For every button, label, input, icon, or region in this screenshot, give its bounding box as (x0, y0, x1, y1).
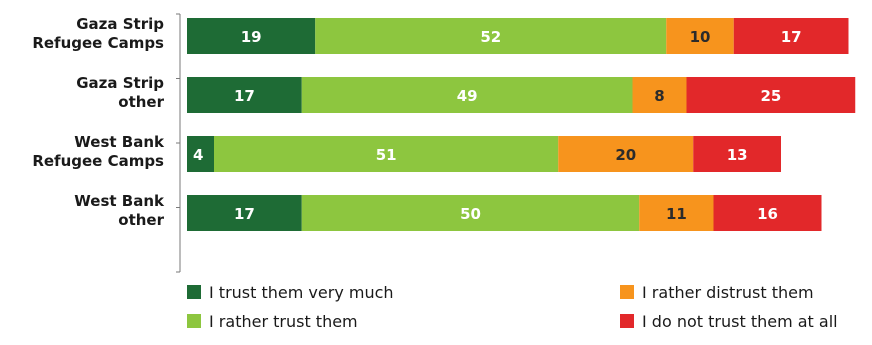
bar-value-label: 10 (690, 28, 711, 46)
bar-segment (187, 18, 316, 54)
bar-segment (713, 195, 822, 231)
bar-value-label: 13 (727, 146, 748, 164)
bar-segment (632, 77, 687, 113)
category-label: other (118, 93, 164, 111)
bar-value-label: 50 (460, 205, 481, 223)
category-label: other (118, 211, 164, 229)
legend-swatch (187, 314, 201, 328)
bar-segment (301, 77, 633, 113)
legend-swatch (620, 285, 634, 299)
legend-label: I trust them very much (209, 283, 394, 302)
category-label: West Bank (74, 133, 165, 151)
bar-value-label: 11 (666, 205, 687, 223)
legend-label: I do not trust them at all (642, 312, 838, 331)
bar-value-label: 16 (757, 205, 778, 223)
bar-value-label: 49 (457, 87, 478, 105)
category-label: Refugee Camps (32, 34, 164, 52)
bar-value-label: 4 (193, 146, 203, 164)
bar-segment (733, 18, 849, 54)
bar-value-label: 17 (234, 205, 255, 223)
bar-value-label: 25 (760, 87, 781, 105)
bar-segment (315, 18, 667, 54)
bar-segment (214, 136, 559, 172)
category-label: Refugee Camps (32, 152, 164, 170)
bar-value-label: 52 (480, 28, 501, 46)
legend-label: I rather trust them (209, 312, 358, 331)
bar-value-label: 8 (654, 87, 664, 105)
bar-segment (666, 18, 734, 54)
bars: 19 52 10 17 17 49 8 25 4 51 20 13 17 50 11 16 (187, 18, 856, 231)
bar-segment (693, 136, 781, 172)
bar-segment (187, 77, 302, 113)
bar-segment (639, 195, 714, 231)
legend-label: I rather distrust them (642, 283, 814, 302)
bar-value-label: 19 (241, 28, 262, 46)
bar-segment (686, 77, 856, 113)
bar-value-label: 51 (376, 146, 397, 164)
bar-value-label: 20 (615, 146, 636, 164)
category-axis (176, 13, 181, 273)
legend: I trust them very much I rather trust the… (187, 283, 838, 331)
bar-value-label: 17 (781, 28, 802, 46)
legend-swatch (187, 285, 201, 299)
bar-segment (187, 136, 214, 172)
bar-value-label: 17 (234, 87, 255, 105)
bar-segment (187, 195, 302, 231)
legend-swatch (620, 314, 634, 328)
bar-segment (558, 136, 694, 172)
category-label: Gaza Strip (76, 15, 164, 33)
category-label: West Bank (74, 192, 165, 210)
category-label: Gaza Strip (76, 74, 164, 92)
bar-segment (301, 195, 640, 231)
